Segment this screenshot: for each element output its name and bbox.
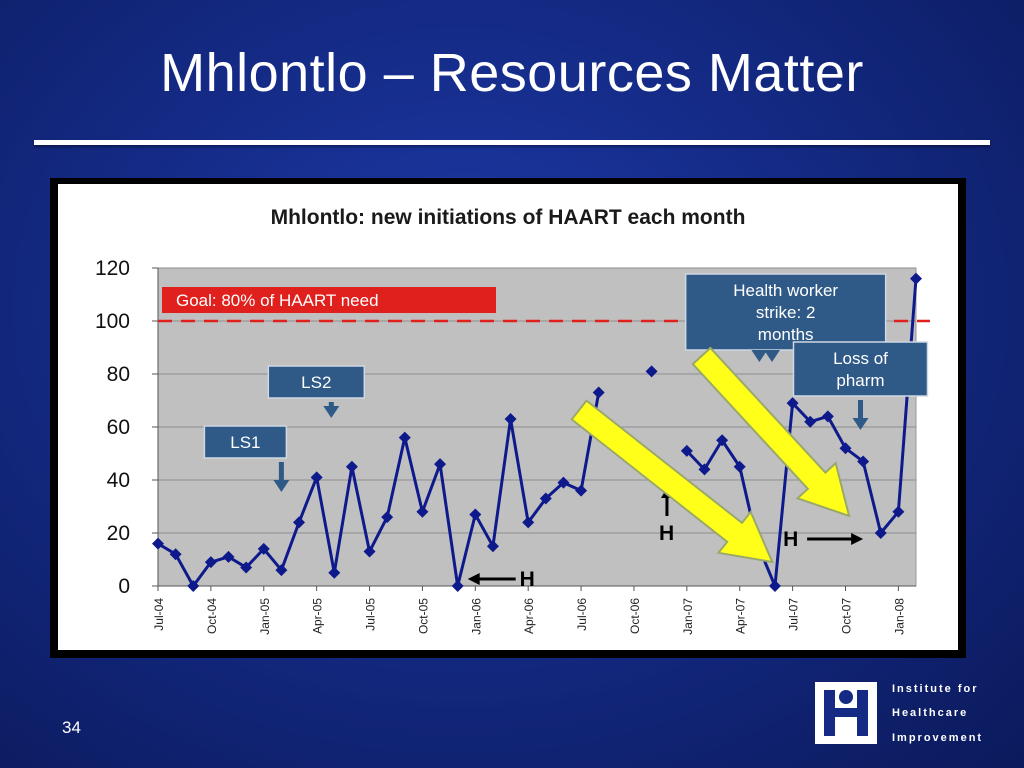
logo-line-2: Healthcare [892,707,968,719]
data-point [240,561,253,574]
data-point [345,460,358,473]
data-point [293,516,306,529]
data-point [152,537,164,550]
y-tick-label: 40 [107,469,130,492]
data-point [786,397,799,410]
data-point [910,272,922,285]
data-point [575,484,588,497]
x-tick-label: Jul-04 [152,598,166,631]
annotation-ls2-box [267,365,366,399]
annotation-strike-arrow-1-head [751,350,768,362]
data-point [451,580,464,592]
chart: Mhlontlo: new initiations of HAART each … [58,184,958,650]
annotation-loss-of-pharm-arrow-head [852,418,869,430]
y-tick-label: 120 [95,257,130,280]
x-tick-label: Jan-05 [258,598,272,635]
x-tick-label: Jul-05 [364,598,378,631]
annotation-strike-arrow-2-head [763,350,780,362]
x-tick-label: Oct-05 [416,598,430,634]
data-point [504,413,517,426]
data-point [733,460,746,473]
x-tick-label: Jul-07 [787,598,801,631]
x-tick-label: Apr-05 [311,598,325,634]
data-point [486,540,499,553]
series-line [685,278,918,588]
y-tick-label: 60 [107,416,130,439]
annotation-strike-text: months [758,325,814,344]
x-tick-label: Apr-06 [522,598,536,634]
data-point [257,542,270,555]
annotation-ls2-text: LS2 [301,373,331,392]
annotation-ls1-arrow-head [273,480,290,492]
y-tick-label: 80 [107,363,130,386]
annotation-ls2-arrow-head [323,406,340,418]
data-point [310,471,323,484]
highlight-arrow-2 [691,346,851,518]
h-arrow-3-head [851,533,864,545]
x-tick-label: Jan-08 [892,598,906,635]
data-point [222,550,235,563]
data-point [698,463,711,476]
data-point [768,580,781,592]
annotation-loss-of-pharm-text: pharm [836,371,884,390]
h-marker-1: H [520,568,535,591]
data-point [680,444,693,457]
data-point [328,566,341,579]
ihi-logo-mark [815,682,877,744]
data-point [204,556,217,569]
x-tick-label: Oct-07 [839,598,853,634]
x-tick-label: Jan-07 [681,598,695,635]
y-tick-label: 0 [118,575,130,598]
data-point [522,516,535,529]
data-point [592,386,605,399]
data-point [804,415,817,428]
data-point [857,455,870,468]
annotation-strike-text: strike: 2 [756,303,816,322]
x-tick-label: Jul-06 [575,598,589,631]
y-tick-label: 20 [107,522,130,545]
slide-number: 34 [62,718,81,737]
x-tick-label: Oct-04 [205,598,219,634]
logo-line-1: Institute for [892,683,979,695]
data-point [469,508,482,521]
slide-title: Mhlontlo – Resources Matter [160,43,864,103]
data-point [716,434,729,447]
data-point [398,431,411,444]
data-point [169,548,182,561]
x-tick-label: Jan-06 [469,598,483,635]
annotation-strike-text: Health worker [733,281,838,300]
x-tick-label: Apr-07 [734,598,748,634]
title-divider [34,140,990,145]
annotation-ls1-box [203,425,288,459]
data-point [187,580,200,592]
chart-title: Mhlontlo: new initiations of HAART each … [271,206,746,229]
x-tick-label: Oct-06 [628,598,642,634]
data-point [892,505,905,518]
annotation-strike-box [684,273,887,351]
data-point [874,527,887,539]
data-point [557,476,570,489]
h-marker-3: H [783,528,798,551]
logo-line-3: Improvement [892,732,983,744]
h-marker-2: H [659,522,674,545]
annotation-ls1-text: LS1 [230,433,260,452]
data-point [645,365,658,378]
data-point [275,564,288,577]
data-point [416,505,429,518]
h-arrow-1-head [467,573,480,585]
annotation-loss-of-pharm-box [792,341,929,397]
goal-label-box [162,287,496,313]
data-point [539,492,552,505]
data-point [821,410,834,423]
y-tick-label: 100 [95,310,130,333]
highlight-arrow-1 [570,399,774,564]
goal-label: Goal: 80% of HAART need [176,291,379,310]
chart-frame: Mhlontlo: new initiations of HAART each … [50,178,966,658]
data-point [434,458,447,471]
data-point [363,545,376,558]
ihi-logo: Institute for Healthcare Improvement [815,682,983,744]
data-point [839,442,852,455]
annotation-loss-of-pharm-text: Loss of [833,349,888,368]
